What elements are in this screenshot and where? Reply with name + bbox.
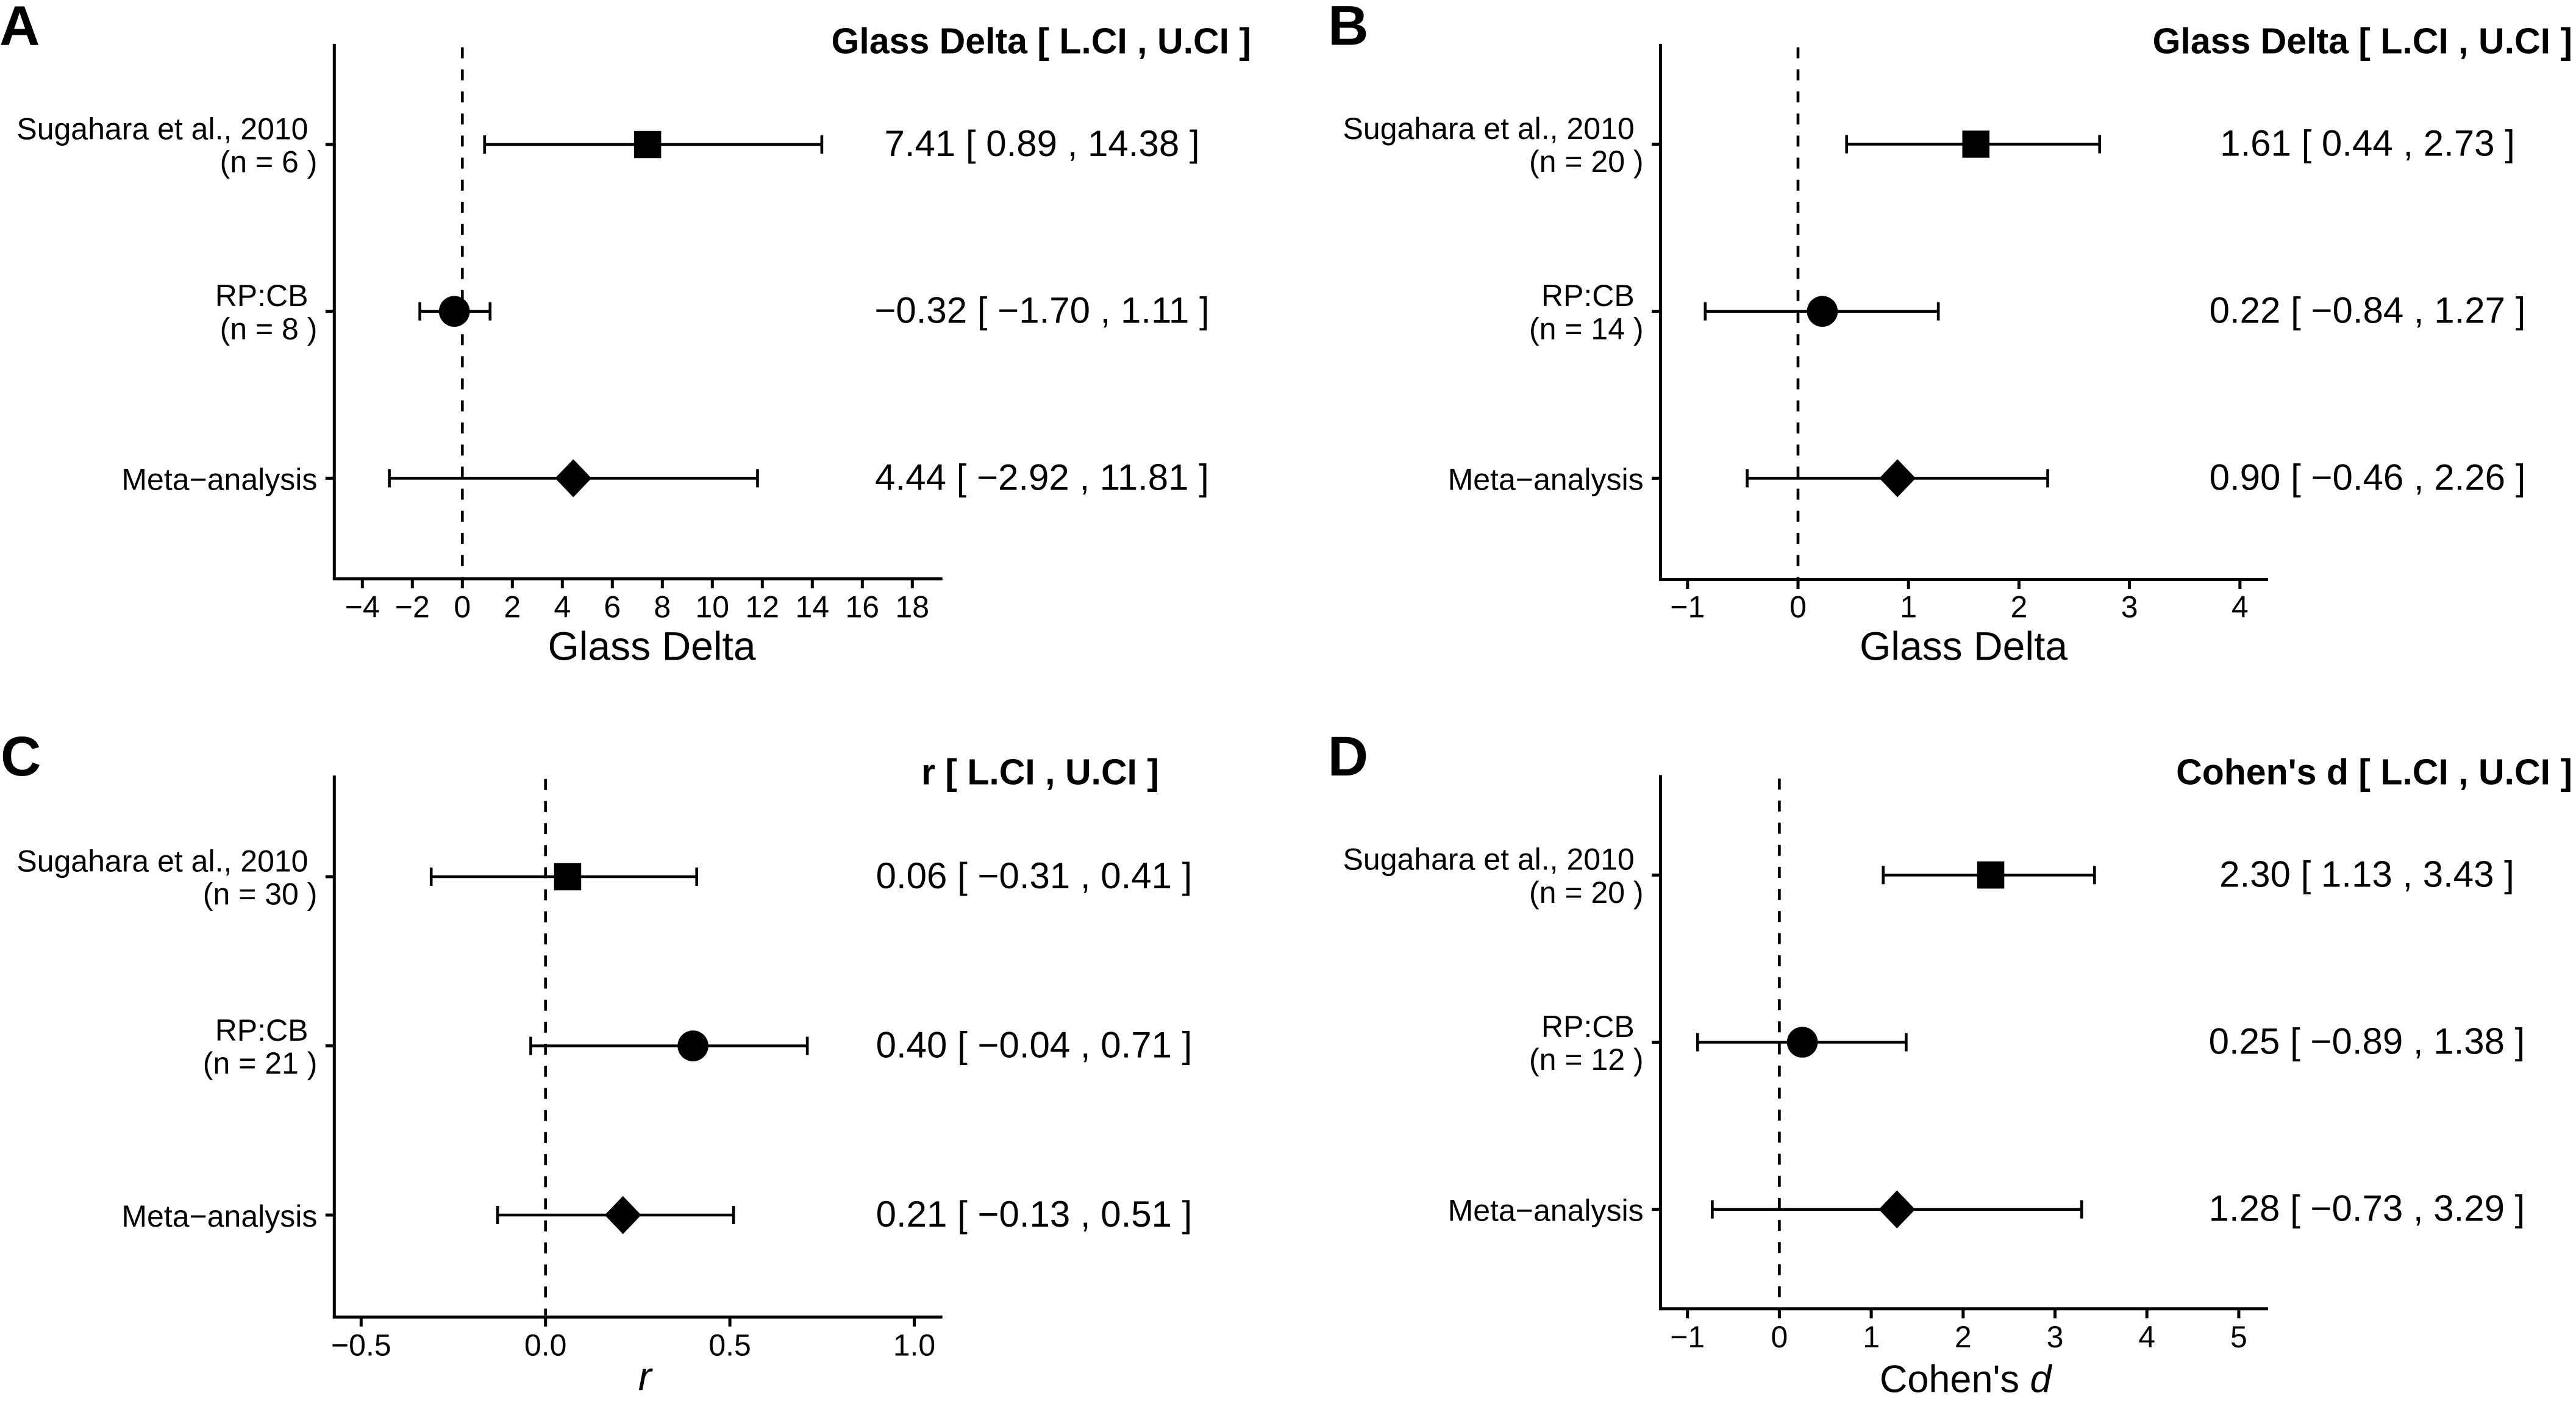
svg-text:1.0: 1.0 <box>893 1328 936 1363</box>
svg-text:RP:CB: RP:CB <box>215 279 309 313</box>
svg-text:0.5: 0.5 <box>708 1328 751 1363</box>
svg-text:RP:CB: RP:CB <box>1541 279 1635 313</box>
svg-text:0.90 [ −0.46 , 2.26 ]: 0.90 [ −0.46 , 2.26 ] <box>2210 457 2526 497</box>
svg-text:2: 2 <box>1955 1320 1972 1354</box>
svg-text:6: 6 <box>604 590 621 624</box>
svg-text:14: 14 <box>795 590 829 624</box>
svg-text:0.22 [ −0.84 , 1.27 ]: 0.22 [ −0.84 , 1.27 ] <box>2210 290 2526 331</box>
svg-text:Meta−analysis: Meta−analysis <box>121 1199 317 1233</box>
svg-text:4: 4 <box>554 590 571 624</box>
svg-text:0: 0 <box>1789 590 1807 624</box>
svg-text:Sugahara et al., 2010: Sugahara et al., 2010 <box>16 844 308 878</box>
svg-text:(n = 20 ): (n = 20 ) <box>1529 875 1644 910</box>
svg-text:Sugahara et al., 2010: Sugahara et al., 2010 <box>1343 843 1635 877</box>
svg-text:0.25 [ −0.89 , 1.38 ]: 0.25 [ −0.89 , 1.38 ] <box>2209 1021 2525 1062</box>
svg-text:RP:CB: RP:CB <box>1541 1010 1635 1044</box>
svg-text:Glass Delta [ L.CI , U.CI ]: Glass Delta [ L.CI , U.CI ] <box>2153 21 2572 62</box>
svg-text:Sugahara et al., 2010: Sugahara et al., 2010 <box>16 112 308 146</box>
svg-text:Meta−analysis: Meta−analysis <box>1448 462 1644 496</box>
svg-text:3: 3 <box>2121 590 2138 624</box>
svg-text:16: 16 <box>845 590 879 624</box>
svg-text:4: 4 <box>2232 590 2249 624</box>
svg-text:18: 18 <box>895 590 929 624</box>
svg-text:7.41 [ 0.89 , 14.38 ]: 7.41 [ 0.89 , 14.38 ] <box>884 123 1199 164</box>
svg-text:r [ L.CI , U.CI ]: r [ L.CI , U.CI ] <box>921 752 1159 793</box>
svg-text:4.44 [ −2.92 , 11.81 ]: 4.44 [ −2.92 , 11.81 ] <box>875 457 1209 497</box>
svg-text:0: 0 <box>454 590 471 624</box>
svg-text:0.0: 0.0 <box>524 1328 567 1363</box>
svg-text:0.06 [ −0.31 , 0.41 ]: 0.06 [ −0.31 , 0.41 ] <box>876 855 1193 896</box>
svg-text:C: C <box>1 725 41 788</box>
svg-text:Glass Delta: Glass Delta <box>548 624 755 669</box>
svg-text:Glass Delta: Glass Delta <box>1860 624 2068 669</box>
svg-text:2.30 [ 1.13 , 3.43 ]: 2.30 [ 1.13 , 3.43 ] <box>2219 854 2514 894</box>
svg-text:(n = 21 ): (n = 21 ) <box>203 1046 318 1080</box>
svg-text:r: r <box>638 1353 654 1399</box>
svg-text:D: D <box>1328 725 1368 788</box>
svg-text:4: 4 <box>2138 1320 2155 1354</box>
svg-text:1: 1 <box>1900 590 1917 624</box>
svg-text:(n = 6 ): (n = 6 ) <box>220 145 318 179</box>
svg-text:0.40 [ −0.04 , 0.71 ]: 0.40 [ −0.04 , 0.71 ] <box>876 1025 1193 1066</box>
svg-text:−1: −1 <box>1670 1320 1705 1354</box>
svg-text:2: 2 <box>2010 590 2027 624</box>
svg-text:(n = 14 ): (n = 14 ) <box>1529 312 1644 346</box>
svg-text:−0.32 [ −1.70 , 1.11 ]: −0.32 [ −1.70 , 1.11 ] <box>874 290 1209 331</box>
svg-text:(n = 30 ): (n = 30 ) <box>203 877 318 911</box>
svg-text:(n = 20 ): (n = 20 ) <box>1529 144 1644 179</box>
svg-text:Meta−analysis: Meta−analysis <box>121 462 317 496</box>
svg-text:Glass Delta [ L.CI , U.CI ]: Glass Delta [ L.CI , U.CI ] <box>832 21 1251 62</box>
svg-text:−2: −2 <box>395 590 430 624</box>
svg-text:1.28 [ −0.73 , 3.29 ]: 1.28 [ −0.73 , 3.29 ] <box>2209 1188 2525 1229</box>
svg-text:B: B <box>1328 0 1368 57</box>
svg-text:Cohen's d: Cohen's d <box>1880 1358 2053 1400</box>
svg-text:Cohen's d [ L.CI , U.CI ]: Cohen's d [ L.CI , U.CI ] <box>2176 752 2572 793</box>
svg-text:3: 3 <box>2047 1320 2064 1354</box>
svg-text:10: 10 <box>695 590 729 624</box>
svg-text:A: A <box>0 0 40 57</box>
svg-text:1: 1 <box>1863 1320 1880 1354</box>
svg-text:1.61 [ 0.44 , 2.73 ]: 1.61 [ 0.44 , 2.73 ] <box>2220 123 2515 164</box>
svg-text:(n = 8 ): (n = 8 ) <box>220 312 318 346</box>
svg-text:12: 12 <box>745 590 779 624</box>
svg-text:Sugahara et al., 2010: Sugahara et al., 2010 <box>1343 112 1635 146</box>
svg-text:5: 5 <box>2230 1320 2247 1354</box>
svg-text:(n = 12 ): (n = 12 ) <box>1529 1043 1644 1077</box>
svg-text:−0.5: −0.5 <box>331 1328 391 1363</box>
svg-text:8: 8 <box>654 590 671 624</box>
svg-text:0.21 [ −0.13 , 0.51 ]: 0.21 [ −0.13 , 0.51 ] <box>876 1194 1193 1235</box>
svg-text:−4: −4 <box>345 590 380 624</box>
svg-text:0: 0 <box>1771 1320 1788 1354</box>
svg-text:Meta−analysis: Meta−analysis <box>1448 1194 1644 1228</box>
svg-text:−1: −1 <box>1670 590 1705 624</box>
svg-text:2: 2 <box>504 590 521 624</box>
svg-text:RP:CB: RP:CB <box>215 1013 309 1047</box>
